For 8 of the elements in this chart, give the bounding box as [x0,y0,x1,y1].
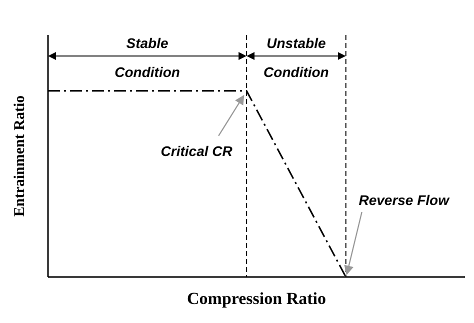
y-axis-title: Entrainment Ratio [12,95,28,217]
annotation: Critical CR [160,142,234,159]
annotation: Condition [114,64,180,80]
annotation: Stable [126,35,169,51]
annotation: Unstable [266,35,326,51]
annotation: Reverse Flow [358,192,450,208]
annotation: Condition [264,64,329,80]
x-axis-title: Compression Ratio [187,289,326,308]
